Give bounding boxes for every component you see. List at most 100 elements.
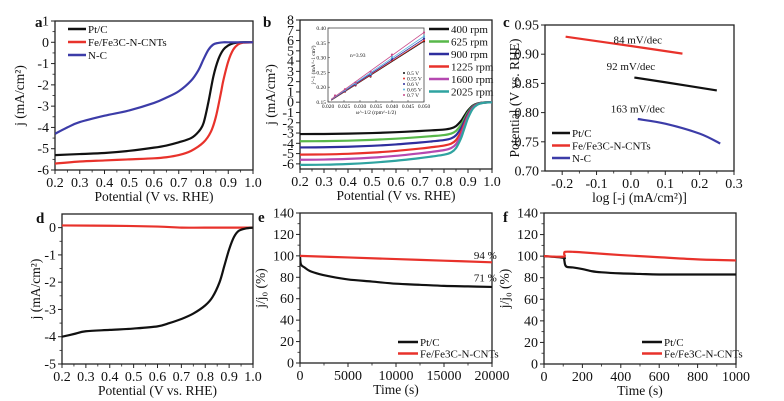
legend-label: Fe/Fe3C-N-CNTs: [664, 349, 743, 361]
inset-point: [354, 81, 357, 84]
y-tick-label: 1: [42, 15, 49, 30]
inset-point: [343, 88, 347, 91]
series-line-fe-fe3c-n-cnts: [544, 250, 736, 262]
inset-fit-line: [330, 40, 425, 101]
y-tick-label: 7: [287, 24, 294, 39]
y-axis-label: Potential (V vs. RHE): [507, 39, 522, 158]
inset-point: [333, 94, 337, 97]
inset-x-tick-label: 0.030: [354, 104, 367, 110]
inset-annotation: n=3.93: [350, 53, 366, 59]
inset-legend-marker: [403, 88, 405, 91]
legend-label: Fe/Fe3C-N-CNTs: [88, 37, 167, 49]
series-line-n-c: [55, 41, 253, 135]
y-tick-label: 0.70: [515, 165, 540, 180]
x-tick-label: 0.5: [125, 370, 143, 385]
x-tick-label: 15000: [427, 369, 462, 384]
x-tick-label: 0.6: [387, 175, 405, 190]
panel-letter: c: [503, 15, 510, 31]
series-line-2025-rpm: [300, 101, 492, 166]
x-axis-label: Potential (V vs. RHE): [337, 188, 456, 203]
inset-legend-marker: [403, 94, 405, 96]
y-tick-label: 60: [524, 293, 538, 308]
series-line-fe-fe3c-n-cnts: [300, 254, 492, 264]
x-axis-label: Time (s): [373, 382, 419, 397]
panel-e: 0 5000 10000 15000 20000 0 20 40 60 80 100 120 140 Ti…: [253, 207, 510, 398]
x-tick-label: 0.1: [657, 177, 675, 192]
retention-annotation: 71 %: [474, 273, 497, 285]
x-tick-label: 0.6: [149, 370, 167, 385]
x-tick-label: 800: [687, 370, 708, 385]
retention-annotation: 94 %: [474, 250, 497, 262]
y-axis-label: j (mA/cm²): [28, 259, 43, 321]
y-tick-label: 120: [273, 228, 294, 243]
y-tick-label: 1: [287, 85, 294, 100]
inset-legend-label: 0.65 V: [407, 88, 422, 94]
y-tick-label: 0.95: [515, 19, 540, 34]
inset-y-tick-label: 0.35: [316, 41, 326, 47]
legend-label: Fe/Fe3C-N-CNTs: [420, 349, 499, 361]
panel-letter: b: [263, 15, 271, 31]
inset-legend-marker: [403, 77, 405, 80]
y-tick-label: 20: [280, 335, 294, 350]
x-tick-label: 0.4: [339, 175, 357, 190]
inset-y-tick-label: 0.15: [316, 100, 326, 106]
y-tick-label: 40: [280, 314, 294, 329]
y-tick-label: 0: [287, 96, 294, 111]
x-tick-label: 0.9: [220, 370, 238, 385]
panel-letter: a: [35, 15, 43, 31]
inset-x-tick-label: 0.050: [418, 104, 431, 110]
inset-y-tick-label: 0.20: [316, 85, 326, 91]
y-tick-label: 0: [49, 221, 56, 236]
inset-point: [390, 55, 394, 59]
x-tick-label: 0.7: [170, 176, 188, 191]
y-tick-label: 0.85: [515, 77, 540, 92]
inset-x-tick-label: 0.040: [386, 104, 399, 110]
x-tick-label: 400: [610, 370, 631, 385]
y-tick-label: 5: [287, 44, 294, 59]
inset-fit-line: [330, 32, 425, 100]
x-tick-label: 0.7: [411, 175, 429, 190]
inset-y-tick-label: 0.40: [316, 26, 326, 32]
inset-y-tick-label: 0.30: [316, 56, 326, 62]
x-tick-label: 200: [572, 370, 593, 385]
x-tick-label: 0.8: [197, 370, 215, 385]
y-tick-label: -6: [37, 164, 49, 179]
x-tick-label: 10000: [379, 369, 414, 384]
legend-label: 1225 rpm: [451, 62, 494, 74]
x-tick-label: 0.4: [101, 370, 119, 385]
inset-legend-label: 0.6 V: [407, 82, 419, 88]
x-tick-label: 1000: [722, 370, 750, 385]
legend-label: N-C: [88, 50, 107, 62]
panel-c: -0.2 -0.1 0.0 0.1 0.2 0.3 0.70 0.75 0.80 0.85 0.90…: [503, 15, 743, 205]
y-tick-label: -5: [282, 147, 294, 162]
legend-label: 900 rpm: [451, 49, 488, 61]
y-tick-label: -4: [37, 121, 49, 136]
series-line-pt-c: [300, 255, 492, 289]
plot-frame: [299, 212, 493, 364]
legend-label: Fe/Fe3C-N-CNTs: [572, 141, 651, 153]
x-tick-label: 0.2: [53, 370, 71, 385]
inset-point: [369, 70, 372, 73]
x-tick-label: 0.9: [220, 176, 238, 191]
x-tick-label: 600: [649, 370, 670, 385]
x-tick-label: 0.6: [145, 176, 163, 191]
inset-point: [369, 72, 372, 75]
y-tick-label: -6: [282, 157, 294, 172]
y-axis-label: j/j₀ (%): [497, 269, 512, 310]
series-line: [634, 76, 717, 92]
y-tick-label: -2: [37, 78, 49, 93]
inset-point: [422, 39, 426, 42]
x-tick-label: 0.3: [77, 370, 95, 385]
x-tick-label: 1.0: [483, 175, 501, 190]
inset-x-tick-label: 0.025: [338, 104, 351, 110]
y-tick-label: 0: [531, 358, 538, 373]
y-tick-label: 80: [280, 271, 294, 286]
y-tick-label: -1: [282, 106, 294, 121]
legend-label: N-C: [572, 153, 591, 165]
y-tick-label: 120: [517, 228, 538, 243]
y-tick-label: -3: [37, 100, 49, 115]
x-tick-label: 0.2: [291, 175, 309, 190]
y-tick-label: 4: [287, 55, 294, 70]
y-tick-label: 140: [517, 207, 538, 222]
